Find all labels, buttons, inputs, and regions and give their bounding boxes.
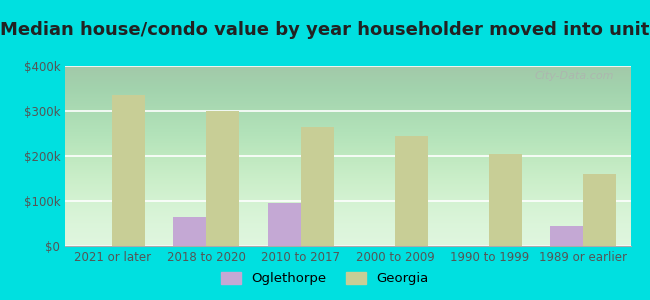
Bar xyxy=(489,154,522,246)
Text: City-Data.com: City-Data.com xyxy=(534,71,614,81)
Legend: Oglethorpe, Georgia: Oglethorpe, Georgia xyxy=(216,266,434,290)
Bar xyxy=(112,95,145,246)
Text: Median house/condo value by year householder moved into unit: Median house/condo value by year househo… xyxy=(0,21,650,39)
Bar xyxy=(300,127,333,246)
Bar xyxy=(268,203,300,246)
Bar xyxy=(207,111,239,246)
Bar xyxy=(551,226,584,246)
Bar xyxy=(584,174,616,246)
Bar xyxy=(174,217,206,246)
Bar xyxy=(395,136,428,246)
